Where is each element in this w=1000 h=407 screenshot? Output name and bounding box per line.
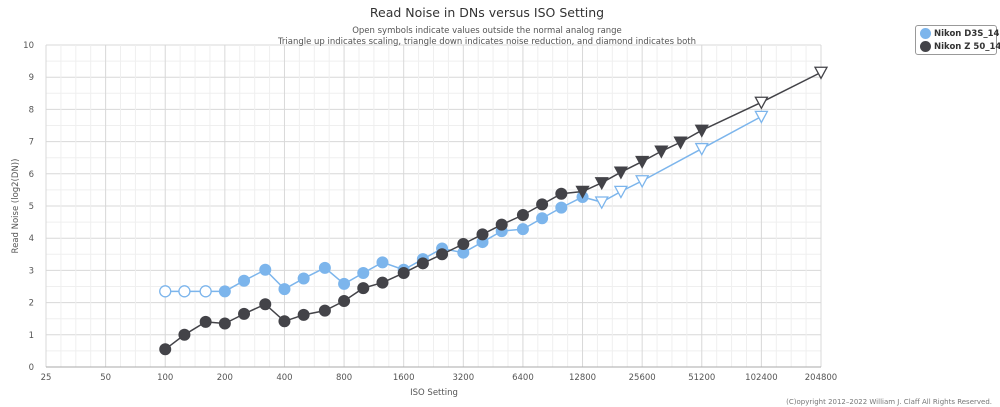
data-point [555, 187, 568, 200]
x-tick-label: 1600 [393, 373, 415, 383]
x-tick-label: 12800 [569, 373, 596, 383]
data-point [218, 317, 231, 330]
data-point [436, 248, 449, 261]
x-tick-label: 100 [157, 373, 173, 383]
data-point [594, 177, 609, 191]
data-point [813, 66, 829, 80]
chart-title: Read Noise in DNs versus ISO Setting [370, 5, 604, 20]
x-tick-label: 3200 [452, 373, 474, 383]
data-point [357, 282, 370, 295]
data-point [516, 209, 529, 222]
legend-label-series-1: Nikon D3S_14 [934, 28, 1000, 39]
y-tick-label: 10 [23, 41, 34, 51]
y-tick-label: 7 [29, 138, 34, 148]
x-tick-label: 51200 [688, 373, 715, 383]
legend: Nikon D3S_14 Nikon Z 50_14 [915, 25, 1000, 55]
x-tick-label: 800 [336, 373, 352, 383]
legend-swatch-series-1 [920, 28, 931, 39]
data-point [536, 198, 549, 211]
data-point [297, 308, 310, 321]
data-point [278, 315, 291, 328]
chart-subtitle-line-1: Open symbols indicate values outside the… [352, 26, 622, 36]
copyright-credit: (C)opyright 2012–2022 William J. Claff A… [786, 398, 992, 406]
data-point [457, 237, 470, 250]
chart-subtitle-line-2: Triangle up indicates scaling, triangle … [277, 37, 696, 47]
data-point [178, 328, 191, 341]
legend-swatch-series-2 [920, 41, 931, 52]
x-tick-label: 50 [100, 373, 111, 383]
y-tick-label: 3 [29, 266, 34, 276]
data-point [199, 315, 212, 328]
data-point [397, 266, 410, 279]
data-point [654, 145, 669, 159]
legend-item-series-2[interactable]: Nikon Z 50_14 [920, 40, 1000, 53]
data-point [218, 285, 231, 298]
data-point [278, 283, 291, 296]
data-point [199, 285, 212, 298]
data-point [259, 298, 272, 311]
legend-label-series-2: Nikon Z 50_14 [934, 41, 1000, 52]
x-tick-label: 204800 [805, 373, 837, 383]
data-point [476, 228, 489, 241]
data-point [338, 294, 351, 307]
x-axis-label: ISO Setting [410, 388, 458, 398]
y-tick-label: 8 [29, 105, 34, 115]
legend-item-series-1[interactable]: Nikon D3S_14 [920, 27, 999, 40]
x-tick-label: 200 [217, 373, 233, 383]
x-tick-label: 102400 [745, 373, 777, 383]
data-point [635, 155, 650, 169]
data-point [754, 110, 769, 124]
data-point [297, 272, 310, 285]
data-point [416, 257, 429, 270]
x-tick-label: 25600 [629, 373, 656, 383]
y-tick-label: 5 [29, 202, 34, 212]
data-point [575, 185, 590, 199]
data-point [159, 285, 172, 298]
y-axis-label: Read Noise (log2(DN)) [11, 159, 21, 254]
y-tick-label: 1 [29, 331, 34, 341]
data-point [238, 307, 251, 320]
data-point [613, 166, 629, 180]
data-point [159, 343, 172, 356]
data-point [178, 285, 191, 298]
data-point [318, 261, 331, 274]
x-tick-label: 6400 [512, 373, 534, 383]
data-point [536, 212, 549, 225]
data-point [694, 142, 709, 157]
y-tick-label: 9 [29, 73, 34, 83]
data-point [376, 256, 389, 269]
data-point [635, 175, 650, 189]
data-point [673, 136, 688, 150]
data-point [338, 277, 351, 290]
data-point [376, 276, 389, 289]
y-tick-label: 2 [29, 299, 34, 309]
data-point [495, 218, 508, 231]
data-point [238, 274, 251, 287]
y-tick-label: 6 [29, 170, 34, 180]
data-point [594, 196, 609, 210]
grid [45, 44, 822, 368]
data-point [754, 96, 769, 110]
data-point [694, 124, 709, 138]
y-tick-label: 4 [29, 234, 34, 244]
x-tick-label: 400 [276, 373, 292, 383]
axis-ticks: 0 1 2 3 4 5 6 7 8 9 10 25 50 100 200 400 800 1600 3200 6400… [23, 41, 837, 383]
series-layer [159, 66, 829, 356]
data-point [259, 263, 272, 276]
data-point [555, 201, 568, 214]
data-point [516, 223, 529, 236]
data-point [613, 185, 629, 199]
y-tick-label: 0 [29, 363, 34, 373]
x-tick-label: 25 [41, 373, 52, 383]
data-point [357, 266, 370, 279]
data-point [318, 304, 331, 317]
